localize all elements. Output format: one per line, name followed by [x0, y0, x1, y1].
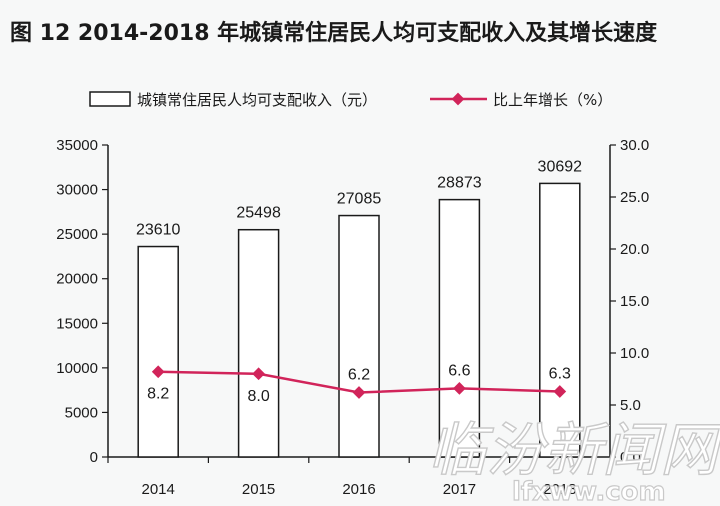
legend-line-marker [451, 92, 465, 106]
y-left-tick-label: 30000 [56, 182, 98, 199]
y-right-tick-label: 20.0 [620, 241, 649, 258]
legend-line-label: 比上年增长（%） [493, 91, 612, 109]
y-right-tick-label: 15.0 [620, 293, 649, 310]
axes: 0 5000 10000 15000 20000 25000 30000 35000 0.0 5.… [56, 137, 649, 498]
y-right-tick-label: 5.0 [620, 397, 641, 414]
growth-point [453, 381, 466, 395]
y-right-tick-label: 25.0 [620, 189, 649, 206]
bar [539, 182, 581, 458]
y-left-tick-label: 20000 [56, 271, 98, 288]
y-left-tick-label: 0 [90, 449, 98, 466]
bar [237, 228, 280, 458]
x-tick-label: 2018 [543, 481, 576, 498]
growth-point-label: 6.2 [348, 367, 370, 384]
bars: 23610 25498 27085 28873 30692 [136, 158, 583, 458]
bar [338, 214, 380, 458]
growth-point-label: 8.2 [147, 386, 169, 403]
watermark-url: lfxww.com [512, 477, 666, 506]
bar [137, 245, 179, 458]
x-tick-label: 2015 [242, 481, 275, 498]
growth-point-label: 6.6 [448, 362, 470, 379]
bar-value-label: 28873 [437, 175, 482, 192]
line-series: 8.2 8.0 6.2 6.6 6.3 [147, 362, 571, 404]
bar-value-label: 23610 [136, 222, 181, 239]
y-left-tick-label: 35000 [56, 137, 98, 154]
watermark-text: 临汾新闻网 [428, 416, 720, 484]
growth-point-label: 8.0 [247, 388, 269, 405]
y-left-tick-label: 10000 [56, 360, 98, 377]
y-left-tick-label: 25000 [56, 226, 98, 243]
y-right-tick-label: 10.0 [620, 345, 649, 362]
bar-value-label: 27085 [337, 191, 382, 208]
legend: 城镇常住居民人均可支配收入（元） 比上年增长（%） [89, 91, 612, 109]
y-right-tick-label: 0.0 [620, 449, 641, 466]
watermark: 临汾新闻网 lfxww.com [427, 415, 720, 506]
legend-bar-swatch [89, 91, 131, 107]
growth-point [151, 365, 165, 379]
x-tick-label: 2017 [443, 481, 476, 498]
y-right-tick-label: 30.0 [620, 137, 649, 154]
legend-bar-label: 城镇常住居民人均可支配收入（元） [137, 91, 377, 109]
bar [438, 198, 481, 458]
growth-point [252, 367, 265, 381]
x-tick-label: 2016 [342, 481, 375, 498]
bar-value-label: 25498 [236, 205, 281, 222]
chart-title: 图 12 2014-2018 年城镇常住居民人均可支配收入及其增长速度 [10, 20, 658, 46]
growth-point [352, 386, 366, 399]
growth-point-label: 6.3 [549, 365, 571, 382]
y-left-tick-label: 15000 [56, 315, 98, 332]
y-left-tick-label: 5000 [65, 404, 98, 421]
bar-value-label: 30692 [538, 158, 583, 175]
x-tick-label: 2014 [142, 481, 175, 498]
